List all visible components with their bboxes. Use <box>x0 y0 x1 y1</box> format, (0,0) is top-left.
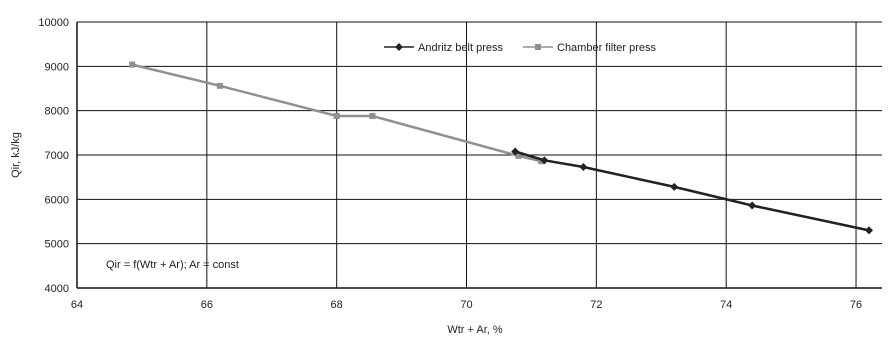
data-point-chamber-filter-press <box>216 82 223 89</box>
legend-label-andritz: Andritz belt press <box>418 42 503 54</box>
data-point-andritz-belt-press <box>540 156 549 165</box>
legend-marker-chamber <box>535 44 541 50</box>
data-point-chamber-filter-press <box>538 158 545 165</box>
grid-layer <box>76 21 882 289</box>
tick-layer: 4000 5000 6000 7000 8000 9000 10000 64 66 68 70 72 7… <box>38 17 862 311</box>
y-tick-label: 8000 <box>45 106 69 118</box>
data-point-chamber-filter-press <box>333 112 340 119</box>
y-tick-label: 6000 <box>45 194 69 206</box>
y-tick-label: 5000 <box>45 239 69 251</box>
x-tick-label: 64 <box>71 299 83 311</box>
y-tick-label: 10000 <box>38 17 69 29</box>
x-tick-label: 70 <box>460 299 472 311</box>
legend: Andritz belt press Chamber filter press <box>384 42 657 54</box>
x-tick-label: 72 <box>590 299 602 311</box>
series-line-andritz-belt-press <box>514 150 870 232</box>
data-point-andritz-belt-press <box>865 226 874 235</box>
data-point-andritz-belt-press <box>748 201 757 210</box>
y-tick-label: 9000 <box>45 61 69 73</box>
data-point-andritz-belt-press <box>579 162 588 171</box>
x-tick-label: 68 <box>331 299 343 311</box>
legend-marker-andritz <box>395 43 403 51</box>
x-axis-title: Wtr + Ar, % <box>447 324 503 336</box>
series-layer <box>129 61 874 235</box>
x-tick-label: 74 <box>720 299 732 311</box>
legend-label-chamber: Chamber filter press <box>557 42 657 54</box>
series-line-chamber-filter-press <box>131 63 542 163</box>
y-tick-label: 4000 <box>45 283 69 295</box>
x-tick-label: 66 <box>201 299 213 311</box>
data-point-chamber-filter-press <box>515 152 522 159</box>
x-tick-label: 76 <box>850 299 862 311</box>
y-tick-label: 7000 <box>45 150 69 162</box>
data-point-chamber-filter-press <box>129 61 136 68</box>
y-axis-title: Qir, kJ/kg <box>10 132 22 178</box>
annotation: Qir = f(Wtr + Ar); Ar = const <box>106 259 239 271</box>
data-point-andritz-belt-press <box>511 147 520 156</box>
data-point-andritz-belt-press <box>670 182 679 191</box>
data-point-chamber-filter-press <box>369 112 376 119</box>
